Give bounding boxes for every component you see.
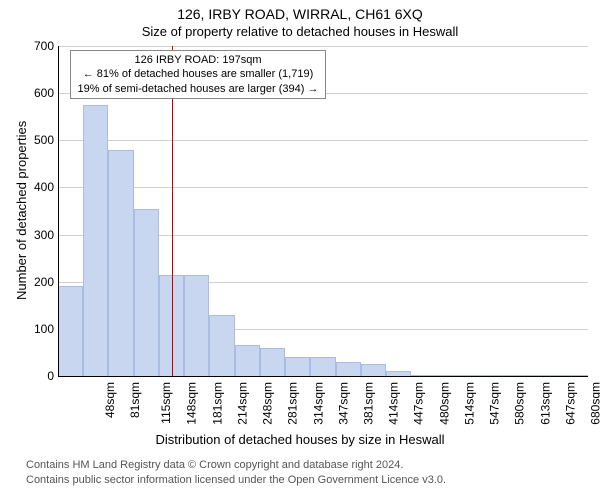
y-tick-label: 600 bbox=[24, 86, 54, 100]
x-tick-label: 115sqm bbox=[159, 382, 173, 424]
histogram-bar bbox=[336, 362, 361, 376]
x-tick-label: 314sqm bbox=[311, 382, 325, 425]
footer-line-1: Contains HM Land Registry data © Crown c… bbox=[26, 458, 446, 473]
x-axis-label: Distribution of detached houses by size … bbox=[0, 432, 600, 447]
y-tick-label: 200 bbox=[24, 275, 54, 289]
x-tick-label: 81sqm bbox=[128, 382, 142, 418]
x-tick-label: 148sqm bbox=[185, 382, 199, 425]
histogram-bar bbox=[285, 357, 310, 376]
x-tick-label: 347sqm bbox=[336, 382, 350, 425]
plot-area: 0100200300400500600700126 IRBY ROAD: 197… bbox=[58, 46, 588, 376]
x-tick-label: 680sqm bbox=[589, 382, 600, 425]
y-tick-label: 100 bbox=[24, 322, 54, 336]
x-tick-label: 381sqm bbox=[362, 382, 376, 425]
histogram-bar bbox=[134, 209, 159, 376]
grid-line bbox=[58, 140, 588, 141]
annotation-line-1: 126 IRBY ROAD: 197sqm bbox=[75, 53, 321, 67]
histogram-bar bbox=[58, 286, 83, 376]
x-tick-label: 181sqm bbox=[210, 382, 224, 425]
x-tick-label: 480sqm bbox=[437, 382, 451, 425]
grid-line bbox=[58, 46, 588, 47]
y-axis-label: Number of detached properties bbox=[14, 121, 29, 300]
chart-subtitle: Size of property relative to detached ho… bbox=[0, 24, 600, 39]
histogram-bar bbox=[235, 345, 260, 376]
histogram-bar bbox=[209, 315, 234, 376]
y-tick-label: 300 bbox=[24, 228, 54, 242]
histogram-bar bbox=[184, 275, 209, 376]
x-tick-label: 48sqm bbox=[103, 382, 117, 418]
x-tick-label: 547sqm bbox=[488, 382, 502, 425]
histogram-bar bbox=[108, 150, 133, 376]
y-tick-label: 0 bbox=[24, 369, 54, 383]
x-tick-label: 514sqm bbox=[463, 382, 477, 425]
annotation-box: 126 IRBY ROAD: 197sqm← 81% of detached h… bbox=[70, 50, 326, 99]
histogram-bar bbox=[260, 348, 285, 376]
x-tick-label: 647sqm bbox=[564, 382, 578, 425]
x-tick-label: 580sqm bbox=[513, 382, 527, 425]
histogram-bar bbox=[310, 357, 335, 376]
x-tick-label: 281sqm bbox=[286, 382, 300, 425]
y-tick-label: 500 bbox=[24, 133, 54, 147]
y-tick-label: 400 bbox=[24, 180, 54, 194]
x-tick-label: 248sqm bbox=[261, 382, 275, 425]
y-tick-label: 700 bbox=[24, 39, 54, 53]
x-tick-label: 414sqm bbox=[387, 382, 401, 425]
x-axis-line bbox=[58, 376, 588, 377]
annotation-line-2: ← 81% of detached houses are smaller (1,… bbox=[75, 67, 321, 81]
annotation-line-3: 19% of semi-detached houses are larger (… bbox=[75, 82, 321, 96]
histogram-bar bbox=[83, 105, 108, 376]
x-tick-label: 447sqm bbox=[412, 382, 426, 425]
chart-title: 126, IRBY ROAD, WIRRAL, CH61 6XQ bbox=[0, 6, 600, 22]
histogram-bar bbox=[361, 364, 386, 376]
grid-line bbox=[58, 187, 588, 188]
footer-attribution: Contains HM Land Registry data © Crown c… bbox=[26, 458, 446, 489]
x-tick-label: 613sqm bbox=[538, 382, 552, 425]
x-tick-label: 214sqm bbox=[236, 382, 250, 425]
footer-line-2: Contains public sector information licen… bbox=[26, 473, 446, 488]
y-axis-line bbox=[58, 46, 59, 376]
